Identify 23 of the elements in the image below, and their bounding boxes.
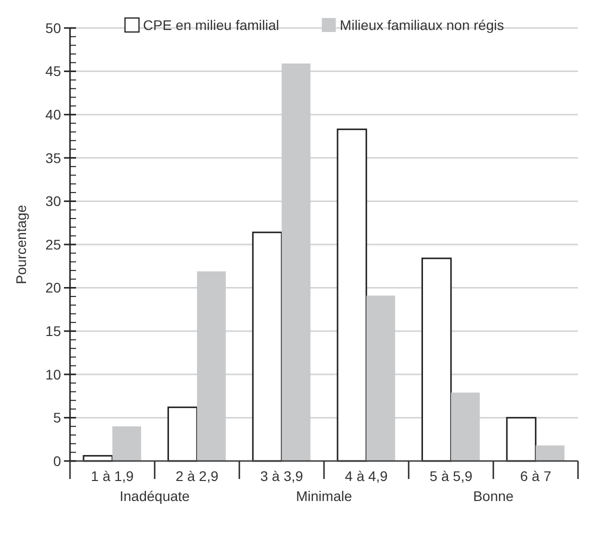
text: Inadéquate: [120, 488, 190, 504]
y-axis-title: Pourcentage: [13, 204, 29, 284]
y-tick-label: 35: [45, 150, 62, 166]
text: Minimale: [296, 488, 352, 504]
y-tick-label: 40: [45, 106, 62, 122]
y-tick-label: 30: [45, 193, 62, 210]
legend-label: CPE en milieu familial: [143, 16, 280, 33]
y-tick-label: 10: [45, 366, 62, 382]
y-tick-label: 50: [45, 20, 62, 36]
text: Bonne: [473, 488, 514, 504]
y-tick-label: 0: [53, 452, 62, 469]
y-tick-label: 20: [45, 280, 62, 296]
x-tick-label: 5 à 5,9: [430, 468, 473, 484]
y-tick-label: 45: [45, 63, 62, 80]
x-tick-label: 6 à 7: [520, 468, 552, 484]
x-tick-label: 2 à 2,9: [176, 468, 219, 484]
x-tick-label: 1 à 1,9: [90, 468, 134, 484]
x-tick-label: 4 à 4,9: [344, 468, 388, 484]
y-tick-label: 25: [45, 236, 62, 252]
x-tick-label: 3 à 3,9: [260, 468, 304, 484]
y-tick-label: 5: [53, 410, 62, 426]
legend-label: Milieux familiaux non régis: [340, 16, 504, 33]
y-tick-label: 15: [45, 323, 62, 339]
